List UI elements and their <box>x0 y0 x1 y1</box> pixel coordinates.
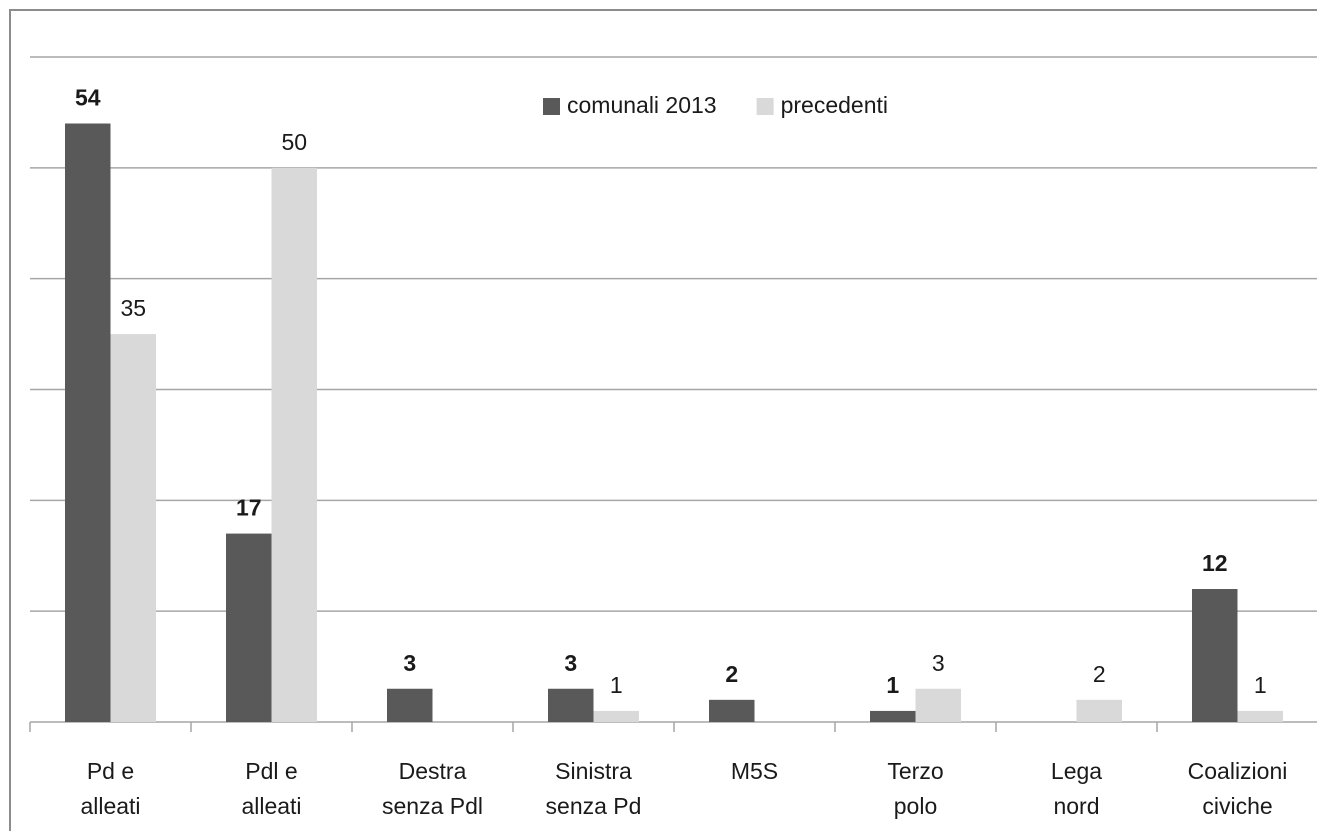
x-tick-label: Terzo polo <box>887 758 943 819</box>
data-label: 1 <box>610 672 623 698</box>
bar <box>110 334 156 722</box>
bar <box>915 688 961 722</box>
bar <box>226 533 272 722</box>
data-label: 3 <box>403 650 416 676</box>
data-label: 2 <box>725 661 738 687</box>
bar <box>709 699 755 722</box>
bar <box>65 123 111 722</box>
x-tick-label: Pd e alleati <box>80 758 140 819</box>
x-tick-label: Lega nord <box>1051 758 1102 819</box>
data-label: 1 <box>1254 672 1267 698</box>
bar <box>870 710 916 722</box>
data-label: 35 <box>120 295 146 321</box>
legend-label: comunali 2013 <box>567 92 717 118</box>
data-label: 3 <box>564 650 577 676</box>
bar <box>593 710 639 722</box>
bar <box>548 688 594 722</box>
bar <box>387 688 433 722</box>
data-label: 54 <box>75 85 101 111</box>
bar <box>1076 699 1122 722</box>
legend-label: precedenti <box>781 92 888 118</box>
data-label: 50 <box>281 129 307 155</box>
bar <box>1237 710 1283 722</box>
bar <box>1192 589 1238 722</box>
x-tick-label: Coalizioni civiche <box>1188 758 1288 819</box>
data-label: 12 <box>1202 550 1228 576</box>
x-tick-label: M5S <box>731 758 778 784</box>
x-tick-label: Pdl e alleati <box>241 758 301 819</box>
x-tick-label: Destra senza Pdl <box>382 758 483 819</box>
data-label: 3 <box>932 650 945 676</box>
data-label: 2 <box>1093 661 1106 687</box>
bar <box>271 167 317 723</box>
data-label: 17 <box>236 495 262 521</box>
data-label: 1 <box>886 672 899 698</box>
legend-swatch <box>756 98 774 115</box>
legend-swatch <box>543 98 560 115</box>
x-tick-label: Sinistra senza Pd <box>546 758 642 819</box>
